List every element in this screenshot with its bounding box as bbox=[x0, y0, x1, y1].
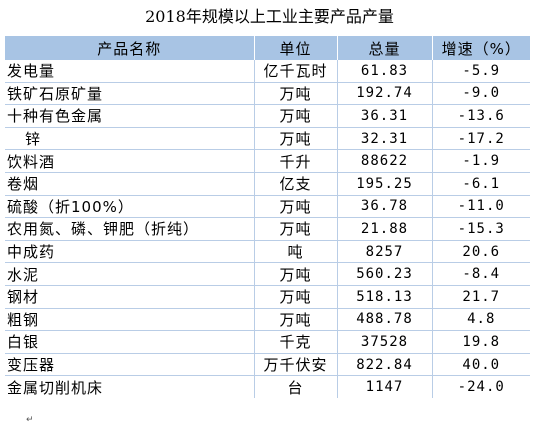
table-row: 硫酸（折100%） 万吨 36.78 -11.0 bbox=[5, 195, 530, 219]
header-total: 总量 bbox=[337, 36, 433, 60]
growth: -11.0 bbox=[432, 195, 530, 219]
table-row: 白银 千克 37528 19.8 bbox=[5, 330, 530, 354]
unit: 万吨 bbox=[254, 285, 338, 309]
product-name: 钢材 bbox=[5, 285, 255, 309]
unit: 千克 bbox=[254, 330, 338, 354]
total: 88622 bbox=[337, 149, 433, 173]
table-row: 粗钢 万吨 488.78 4.8 bbox=[5, 308, 530, 332]
table-row: 铁矿石原矿量 万吨 192.74 -9.0 bbox=[5, 82, 530, 106]
table-row: 农用氮、磷、钾肥（折纯） 万吨 21.88 -15.3 bbox=[5, 217, 530, 241]
total: 37528 bbox=[337, 330, 433, 354]
product-name: 变压器 bbox=[5, 353, 255, 377]
unit: 亿支 bbox=[254, 172, 338, 196]
product-name: 卷烟 bbox=[5, 172, 255, 196]
total: 36.78 bbox=[337, 195, 433, 219]
growth: -5.9 bbox=[432, 60, 530, 83]
unit: 万吨 bbox=[254, 217, 338, 241]
header-row: 产品名称 单位 总量 增速（%） bbox=[5, 36, 530, 60]
product-name: 饮料酒 bbox=[5, 149, 255, 173]
table-row: 金属切削机床台 1147 -24.0 bbox=[5, 375, 530, 398]
unit: 千升 bbox=[254, 149, 338, 173]
unit: 万吨 bbox=[254, 127, 338, 151]
product-name: 十种有色金属 bbox=[5, 104, 255, 128]
growth: -15.3 bbox=[432, 217, 530, 241]
total: 21.88 bbox=[337, 217, 433, 241]
table-row: 水泥 万吨 560.23 -8.4 bbox=[5, 262, 530, 286]
unit: 万吨 bbox=[254, 262, 338, 286]
growth: -24.0 bbox=[457, 379, 505, 396]
table-header: 产品名称 单位 总量 增速（%） bbox=[5, 36, 530, 60]
total: 32.31 bbox=[337, 127, 433, 151]
total: 192.74 bbox=[337, 82, 433, 106]
growth: 40.0 bbox=[432, 353, 530, 377]
total: 822.84 bbox=[337, 353, 433, 377]
product-name: 发电量 bbox=[5, 60, 255, 83]
unit: 万吨 bbox=[254, 195, 338, 219]
growth: 4.8 bbox=[432, 308, 530, 332]
growth: -8.4 bbox=[432, 262, 530, 286]
product-name: 白银 bbox=[5, 330, 255, 354]
unit: 万吨 bbox=[254, 82, 338, 106]
unit: 万吨 bbox=[254, 104, 338, 128]
product-name: 中成药 bbox=[5, 240, 255, 264]
unit: 吨 bbox=[254, 240, 338, 264]
total: 8257 bbox=[337, 240, 433, 264]
growth: 19.8 bbox=[432, 330, 530, 354]
paragraph-mark-icon: ↵ bbox=[26, 415, 34, 425]
header-growth: 增速（%） bbox=[432, 36, 530, 60]
growth: 21.7 bbox=[432, 285, 530, 309]
growth: -9.0 bbox=[432, 82, 530, 106]
product-name: 硫酸（折100%） bbox=[5, 195, 255, 219]
growth: -13.6 bbox=[432, 104, 530, 128]
table-row: 钢材 万吨 518.13 21.7 bbox=[5, 285, 530, 309]
unit: 台 bbox=[254, 375, 338, 398]
growth: 20.6 bbox=[432, 240, 530, 264]
header-unit: 单位 bbox=[254, 36, 338, 60]
table-row: 发电量 亿千瓦时 61.83 -5.9 bbox=[5, 60, 530, 83]
unit: 万千伏安 bbox=[254, 353, 338, 377]
table-body: 发电量 亿千瓦时 61.83 -5.9 铁矿石原矿量 万吨 192.74 -9.0 十种有色… bbox=[5, 60, 530, 398]
total: 560.23 bbox=[337, 262, 433, 286]
header-product-name: 产品名称 bbox=[5, 36, 255, 60]
product-name: 锌 bbox=[5, 127, 255, 151]
product-name: 水泥 bbox=[5, 262, 255, 286]
table-row: 中成药吨 8257 20.6 bbox=[5, 240, 530, 264]
growth: -1.9 bbox=[432, 149, 530, 173]
growth: -6.1 bbox=[432, 172, 530, 196]
total: 488.78 bbox=[337, 308, 433, 332]
table-row: 变压器 万千伏安 822.84 40.0 bbox=[5, 353, 530, 377]
production-table: 产品名称 单位 总量 增速（%） 发电量 亿千瓦时 61.83 -5.9 铁矿石原矿量… bbox=[5, 36, 530, 398]
unit: 亿千瓦时 bbox=[254, 60, 338, 83]
growth: -17.2 bbox=[432, 127, 530, 151]
total: 36.31 bbox=[337, 104, 433, 128]
product-name: 铁矿石原矿量 bbox=[5, 82, 255, 106]
total: 1147 bbox=[337, 375, 433, 398]
total: 61.83 bbox=[337, 60, 433, 83]
total: 518.13 bbox=[337, 285, 433, 309]
table-title: 2018年规模以上工业主要产品产量 bbox=[145, 7, 394, 26]
table-row: 锌万吨 32.31 -17.2 bbox=[5, 127, 530, 151]
product-name: 农用氮、磷、钾肥（折纯） bbox=[5, 217, 255, 241]
unit: 万吨 bbox=[254, 308, 338, 332]
table-row: 卷烟 亿支 195.25 -6.1 bbox=[5, 172, 530, 196]
table-row: 十种有色金属 万吨 36.31 -13.6 bbox=[5, 104, 530, 128]
total: 195.25 bbox=[337, 172, 433, 196]
product-name: 金属切削机床 bbox=[5, 375, 255, 398]
table-row: 饮料酒 千升 88622 -1.9 bbox=[5, 149, 530, 173]
product-name: 粗钢 bbox=[5, 308, 255, 332]
